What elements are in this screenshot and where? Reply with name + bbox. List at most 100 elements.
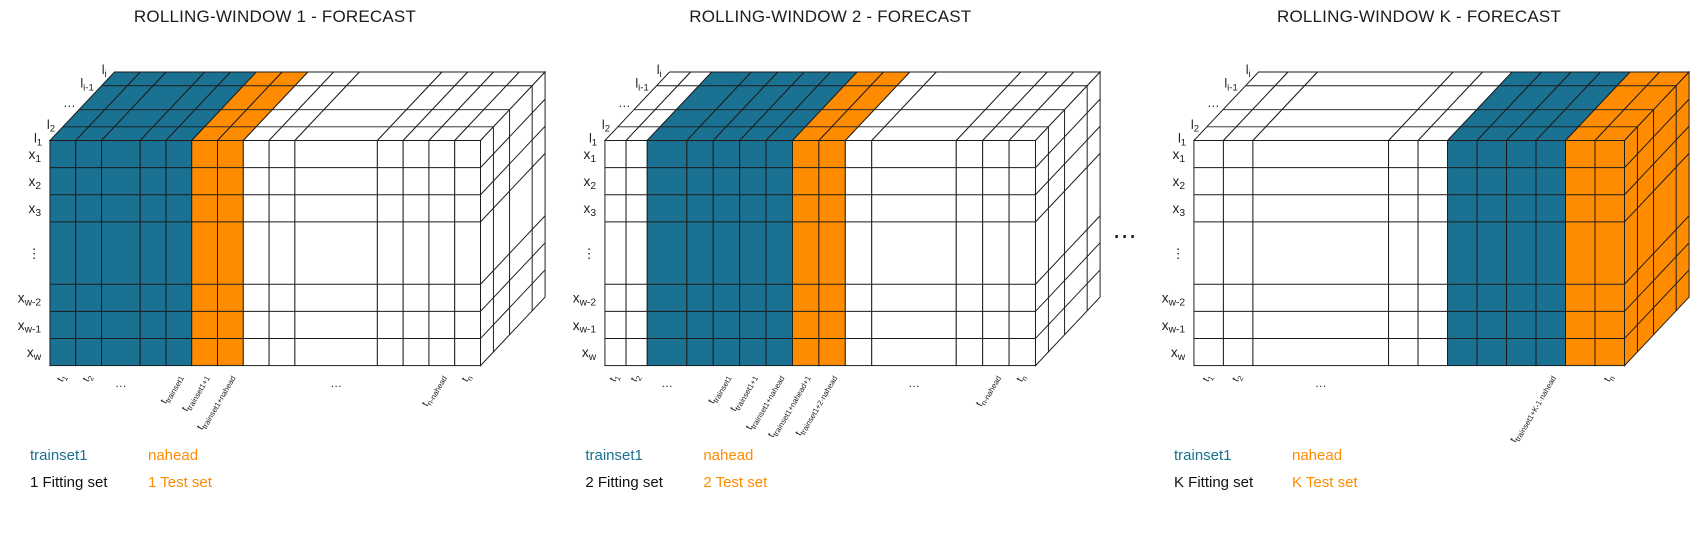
tick-label: ttrainset1 [707, 372, 734, 406]
depth-label: … [618, 95, 631, 110]
rolling-window-cube-2: x1 x2 x3 ⋮ xw-2 xw-1 xw l1 l2 … li-1 li t1 t2 … ttrains… [573, 62, 1102, 440]
cube-front-column [818, 140, 847, 367]
tick-label: tn-nahead [420, 372, 449, 409]
row-label: ⋮ [583, 246, 597, 261]
legend-fitting-set-label: 2 Fitting set [585, 473, 663, 491]
cube-front-column [1565, 140, 1596, 367]
side-row-line [1624, 242, 1690, 312]
side-row-line [1624, 269, 1690, 339]
tick-label: t2 [81, 372, 96, 385]
cube-front-column [49, 140, 77, 367]
side-row-line [1624, 215, 1690, 285]
depth-label: l1 [1178, 130, 1186, 148]
depth-label: li [657, 62, 662, 80]
row-label: xw [27, 345, 42, 363]
depth-label: l1 [589, 130, 597, 148]
cube-front-column [956, 140, 984, 367]
legend-test-set-label: 1 Test set [148, 473, 212, 491]
tick-label: t1 [1201, 372, 1216, 385]
panel-rolling-window-2: ROLLING-WINDOW 2 - FORECAST x1 x2 x3 ⋮ xw-2 x… [555, 0, 1105, 533]
panel-title: ROLLING-WINDOW K - FORECAST [1276, 7, 1561, 26]
legend-fitting-set-label: 1 Fitting set [30, 473, 108, 491]
legend: trainset1 nahead 2 Fitting set 2 Test se… [585, 448, 1105, 502]
depth-label: l2 [47, 117, 55, 135]
legend-trainset-label: trainset1 [1173, 446, 1232, 464]
tick-label: t2 [629, 372, 644, 385]
panel-title: ROLLING-WINDOW 1 - FORECAST [133, 7, 417, 26]
side-row-line [480, 269, 546, 339]
cube-front-column [871, 140, 958, 367]
row-label: xw-1 [573, 318, 597, 336]
panel-rolling-window-1: ROLLING-WINDOW 1 - FORECAST x1 x2 x3 ⋮ xw-2 x… [0, 0, 550, 533]
side-row-line [1035, 269, 1101, 339]
tick-label: tn [460, 372, 475, 385]
row-label: x3 [584, 201, 597, 219]
cube-front-column [428, 140, 456, 367]
row-label: xw-2 [1162, 291, 1186, 309]
cube-front-column [294, 140, 378, 367]
cube-front-column [647, 140, 688, 367]
row-label: x1 [1173, 147, 1186, 165]
legend-nahead-label: nahead [148, 446, 199, 464]
cube-front-column [268, 140, 296, 367]
legend-trainset-label: trainset1 [30, 446, 88, 464]
row-label: x2 [29, 174, 42, 192]
depth-label: … [1207, 95, 1220, 110]
legend-trainset-label: trainset1 [585, 446, 643, 464]
depth-label: … [63, 95, 76, 110]
cube-front-column [1222, 140, 1254, 367]
legend-test-set-label: 2 Test set [703, 473, 768, 491]
legend-color-row: trainset1 nahead [1174, 448, 1694, 463]
cube-front-column [1535, 140, 1566, 367]
side-row-line [480, 98, 546, 168]
side-row-line [1624, 98, 1690, 168]
cube-front-column [217, 140, 244, 367]
depth-label: li [102, 62, 107, 80]
row-label: x3 [29, 201, 42, 219]
row-label: x3 [1173, 201, 1186, 219]
cube-front-column [242, 140, 270, 367]
cube-front-column [1447, 140, 1478, 367]
row-label: x2 [1173, 174, 1186, 192]
tick-label: ttrainset1 [159, 372, 186, 406]
row-label: ⋮ [1171, 246, 1185, 261]
side-row-line [1624, 153, 1690, 223]
side-row-line [1624, 125, 1690, 196]
cube-front-column [1252, 140, 1390, 367]
tick-label: ttrainset1+K-1·nahead [1508, 372, 1558, 445]
cube-front-column [1506, 140, 1537, 367]
tick-label: … [908, 377, 920, 390]
legend-set-row: 1 Fitting set 1 Test set [30, 475, 550, 490]
tick-label: … [115, 377, 127, 390]
row-label: xw-1 [18, 318, 42, 336]
cube-front-column [686, 140, 715, 367]
legend-set-row: K Fitting set K Test set [1174, 475, 1694, 490]
panel-title: ROLLING-WINDOW 2 - FORECAST [689, 7, 972, 26]
tick-label: … [330, 377, 342, 390]
cube-front-column [792, 140, 820, 367]
depth-label: li [1246, 62, 1251, 80]
cube-front-column [402, 140, 430, 367]
cube-front-column [765, 140, 794, 367]
row-label: xw [582, 345, 597, 363]
cube-front-column [1594, 140, 1625, 367]
side-row-line [1035, 242, 1101, 312]
cube-front-column [1008, 140, 1037, 367]
legend-fitting-set-label: K Fitting set [1173, 473, 1254, 491]
legend-set-row: 2 Fitting set 2 Test set [585, 475, 1105, 490]
panel-rolling-window-k: ROLLING-WINDOW K - FORECAST x1 x2 x3 ⋮ xw-2 x… [1144, 0, 1694, 533]
side-row-line [1035, 153, 1101, 223]
tick-label: t1 [55, 372, 70, 385]
side-row-line [480, 242, 546, 312]
tick-label: tn-nahead [975, 372, 1004, 409]
legend-test-set-label: K Test set [1291, 473, 1358, 491]
legend-nahead-label: nahead [1291, 446, 1343, 464]
cube-front-column [1417, 140, 1449, 367]
cube-front-column [1193, 140, 1224, 367]
tick-label: tn [1015, 372, 1030, 385]
tick-label: tn [1602, 372, 1617, 385]
cube-front-column [454, 140, 481, 367]
legend-nahead-label: nahead [703, 446, 754, 464]
cube-front-column [101, 140, 141, 367]
cube-front-column [845, 140, 873, 367]
